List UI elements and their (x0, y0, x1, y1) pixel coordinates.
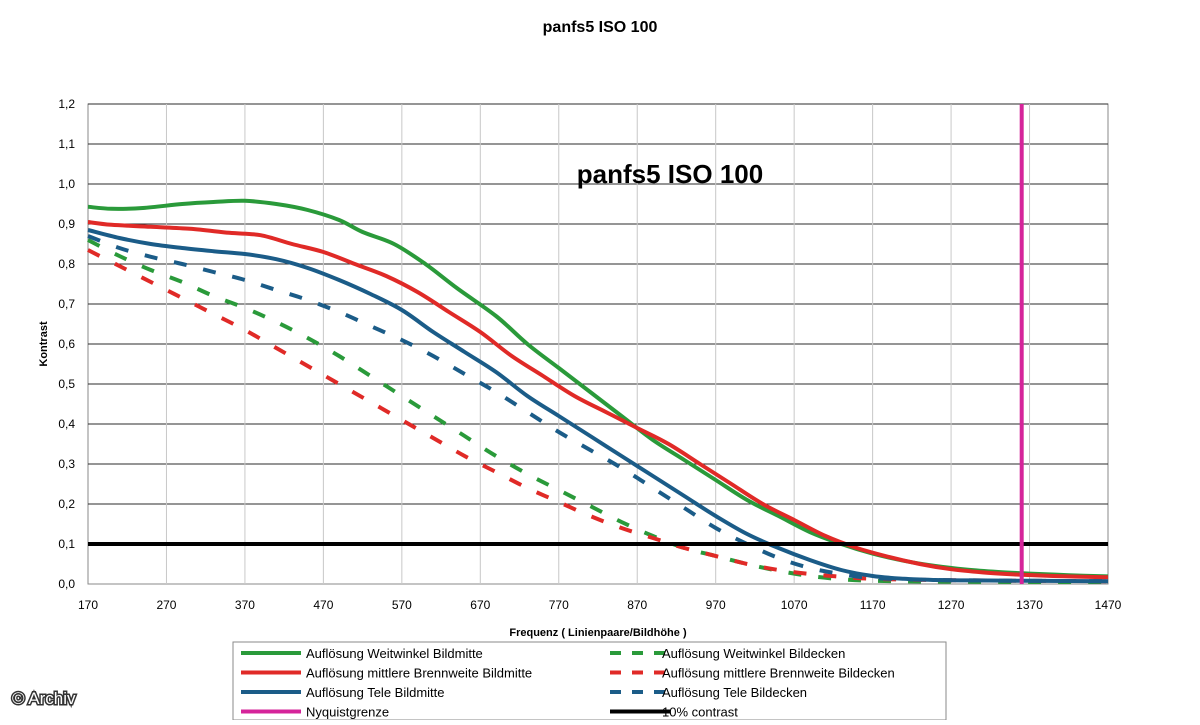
x-tick-label: 1170 (860, 598, 886, 612)
chart-inner-title: panfs5 ISO 100 (577, 159, 763, 189)
series-line-aufl-sung-weitwinkel-bildecken (87, 238, 1109, 585)
x-tick-label: 470 (313, 598, 333, 612)
x-tick-label: 770 (549, 598, 569, 612)
credit-badge: © Archiv (11, 688, 78, 710)
series-line-aufl-sung-mittlere-brennweite-bildecken (87, 248, 1109, 584)
x-tick-label: 1270 (938, 598, 965, 612)
y-tick-label: 1,2 (58, 97, 75, 111)
y-tick-label: 0,8 (58, 257, 75, 271)
y-tick-label: 0,3 (58, 457, 75, 471)
x-tick-label: 370 (235, 598, 255, 612)
x-tick-label: 570 (392, 598, 412, 612)
data-series (87, 104, 1109, 585)
credit-text: © Archiv (12, 689, 76, 708)
y-axis-label: Kontrast (38, 321, 50, 367)
x-tick-label: 1370 (1016, 598, 1043, 612)
legend-label: Nyquistgrenze (306, 705, 389, 720)
x-tick-label: 970 (706, 598, 726, 612)
x-tick-label: 670 (470, 598, 490, 612)
x-axis-label: Frequenz ( Linienpaare/Bildhöhe ) (509, 627, 687, 639)
legend: Auflösung Weitwinkel Bildmitte Auflösung … (232, 641, 947, 721)
y-tick-label: 1,0 (58, 177, 75, 191)
x-tick-label: 170 (78, 598, 98, 612)
grid-lines (87, 103, 1109, 585)
legend-label: Auflösung Weitwinkel Bildecken (662, 646, 845, 661)
chart-title: panfs5 ISO 100 (543, 19, 658, 36)
legend-label: Auflösung Weitwinkel Bildmitte (306, 646, 483, 661)
x-tick-label: 1470 (1095, 598, 1122, 612)
series-line-aufl-sung-tele-bildmitte (87, 228, 1109, 584)
series-line-aufl-sung-tele-bildecken (87, 234, 1109, 584)
legend-label: Auflösung Tele Bildecken (662, 685, 807, 700)
y-tick-label: 0,4 (58, 417, 75, 431)
legend-label: Auflösung mittlere Brennweite Bildmitte (306, 666, 532, 681)
y-tick-label: 0,6 (58, 337, 75, 351)
y-tick-label: 0,2 (58, 497, 75, 511)
legend-box (232, 641, 947, 721)
axis-ticks: 0,0 0,1 0,2 0,3 0,4 0,5 0,6 0,7 0,8 0,9 1,0 1,1 1,2 1… (58, 97, 1121, 612)
legend-label: Auflösung Tele Bildmitte (306, 685, 445, 700)
y-tick-label: 0,1 (58, 537, 75, 551)
x-tick-label: 1070 (781, 598, 808, 612)
y-tick-label: 0,9 (58, 217, 75, 231)
y-tick-label: 0,7 (58, 297, 75, 311)
legend-label: 10% contrast (662, 705, 738, 720)
y-tick-label: 0,0 (58, 577, 75, 591)
legend-label: Auflösung mittlere Brennweite Bildecken (662, 666, 895, 681)
y-tick-label: 1,1 (58, 137, 75, 151)
series-line-aufl-sung-mittlere-brennweite-bildmitte (87, 220, 1109, 580)
y-tick-label: 0,5 (58, 377, 75, 391)
x-tick-label: 870 (627, 598, 647, 612)
x-tick-label: 270 (156, 598, 176, 612)
